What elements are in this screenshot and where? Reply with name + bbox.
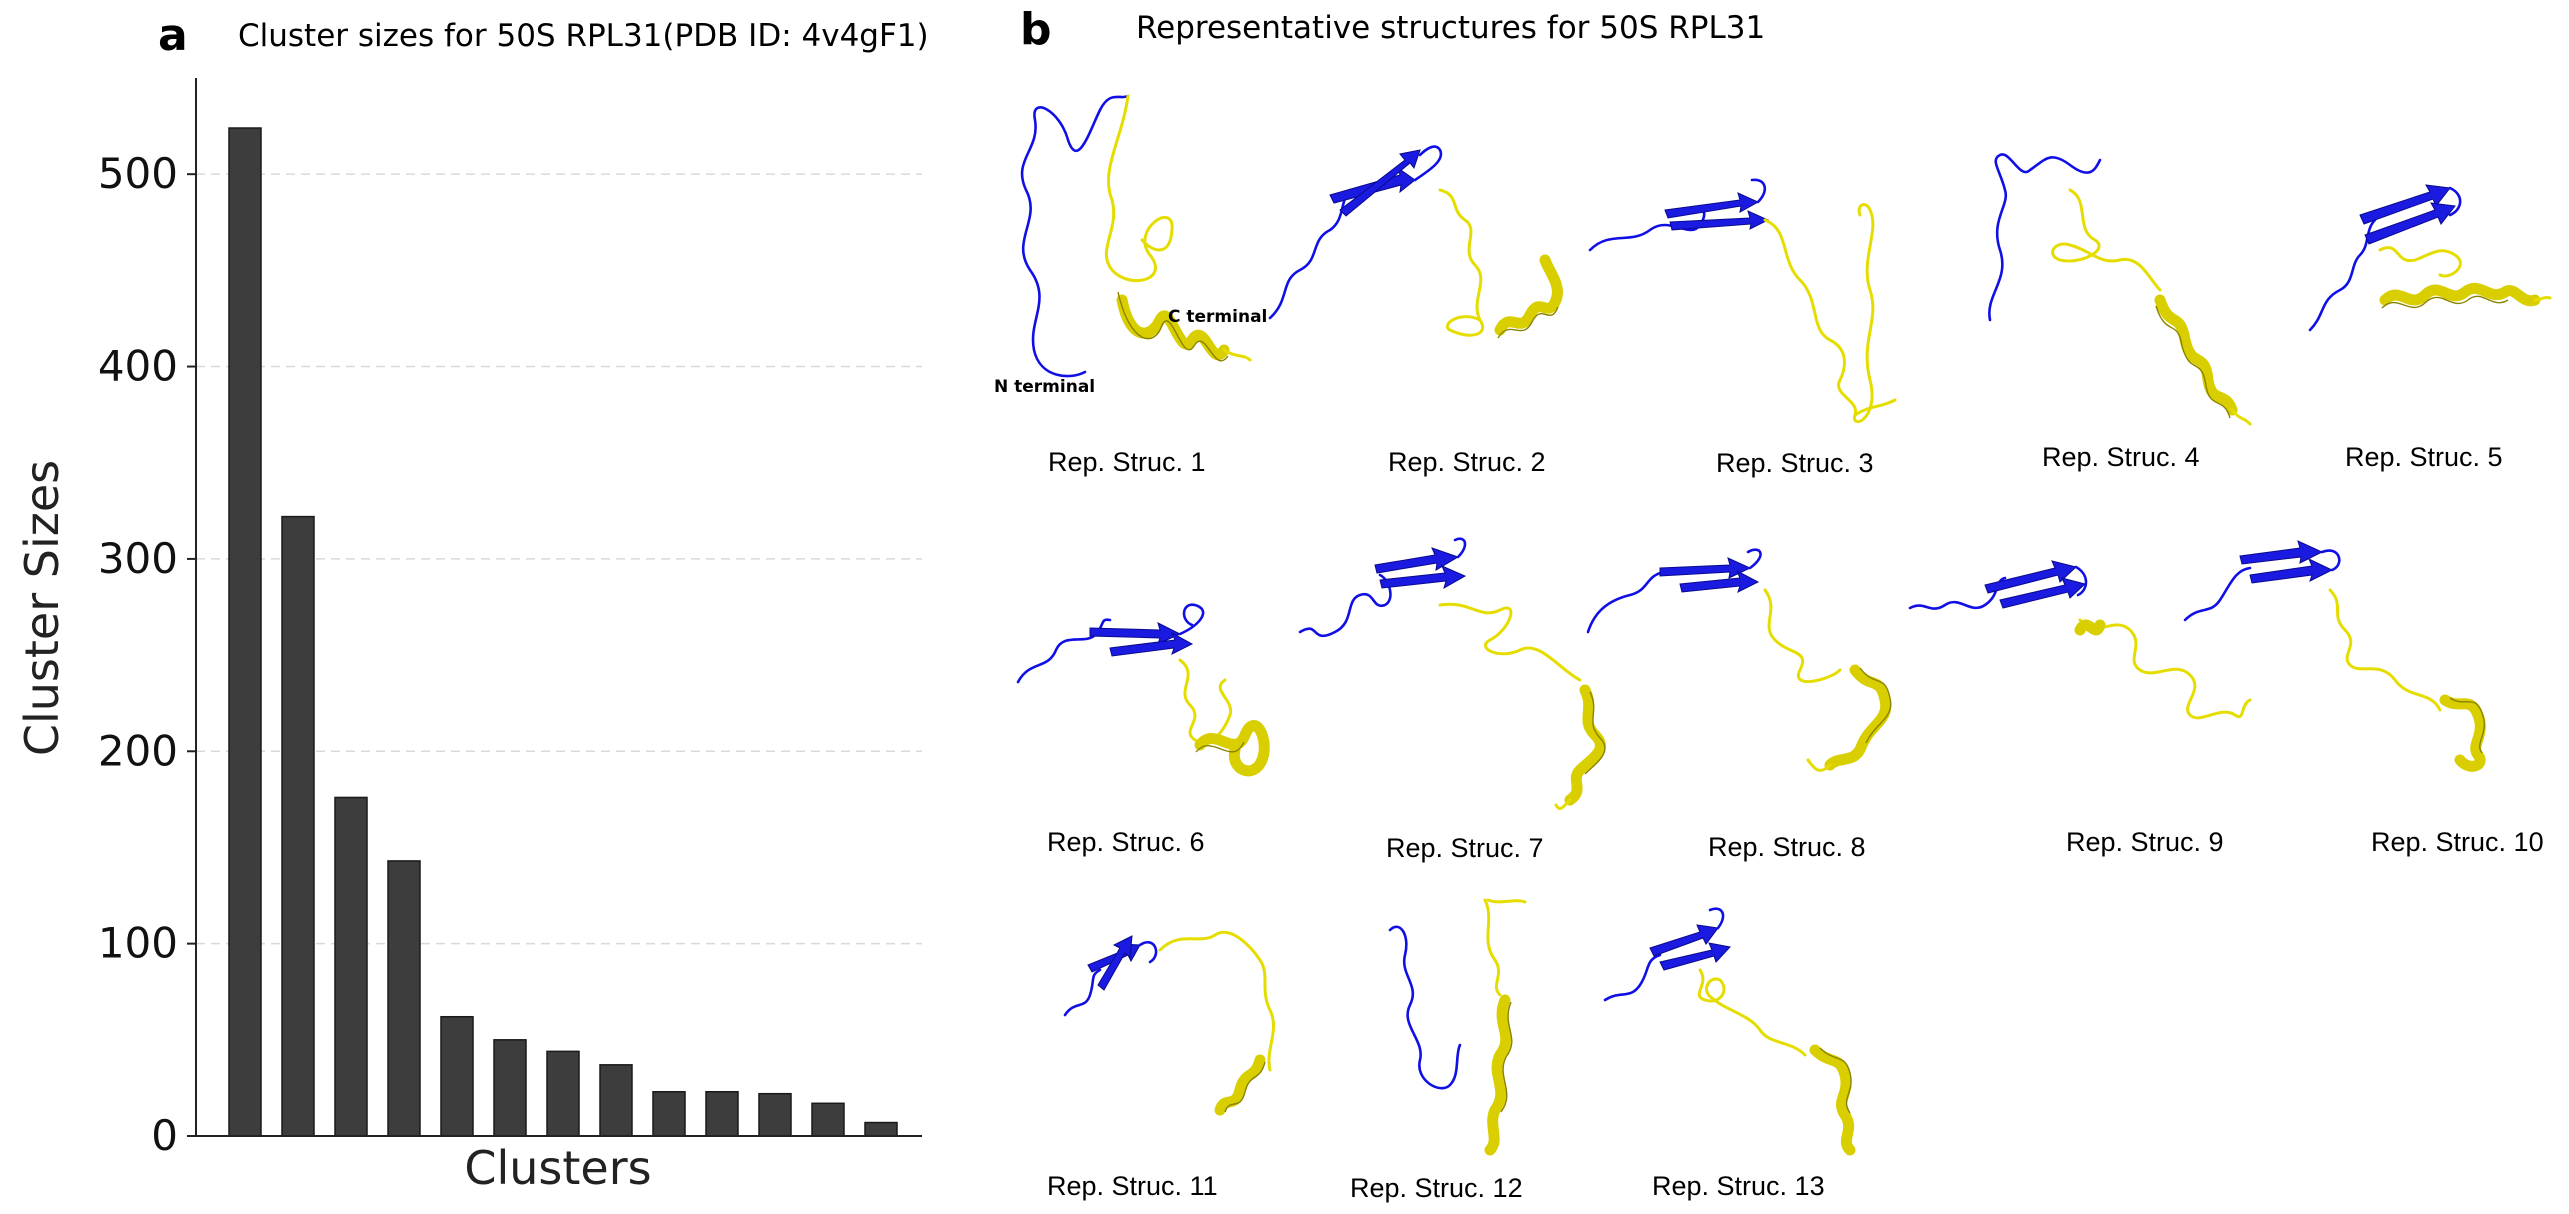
rep-struc-label-6: Rep. Struc. 6 bbox=[1047, 827, 1205, 857]
rep-struc-label-10: Rep. Struc. 10 bbox=[2371, 827, 2544, 857]
bar-cluster-7 bbox=[546, 1050, 580, 1137]
bar-cluster-5 bbox=[440, 1015, 474, 1137]
bar-cluster-8 bbox=[599, 1064, 633, 1137]
y-axis-label: Cluster Sizes bbox=[15, 460, 69, 756]
rep-struc-label-9: Rep. Struc. 9 bbox=[2066, 827, 2224, 857]
structure-1: N terminal C terminal bbox=[994, 94, 1267, 397]
bar-cluster-3 bbox=[334, 796, 368, 1137]
rep-struc-label-12: Rep. Struc. 12 bbox=[1350, 1173, 1523, 1203]
bar-cluster-1 bbox=[228, 127, 262, 1137]
y-tick-label-300: 300 bbox=[98, 534, 178, 583]
panel-a-letter: a bbox=[158, 10, 188, 61]
structure-6 bbox=[1016, 603, 1270, 777]
panel-a: a Cluster sizes for 50S RPL31(PDB ID: 4v… bbox=[15, 10, 929, 1195]
y-tick-label-0: 0 bbox=[151, 1111, 178, 1160]
panel-b-title: Representative structures for 50S RPL31 bbox=[1136, 10, 1765, 46]
rep-struc-label-2: Rep. Struc. 2 bbox=[1388, 447, 1546, 477]
structure-2 bbox=[1268, 145, 1563, 339]
rep-struc-label-5: Rep. Struc. 5 bbox=[2345, 442, 2503, 472]
n-terminal-annotation: N terminal bbox=[994, 377, 1095, 397]
structure-13 bbox=[1603, 907, 1856, 1156]
y-tick-label-200: 200 bbox=[98, 726, 178, 775]
bar-cluster-2 bbox=[281, 515, 315, 1137]
bar-cluster-6 bbox=[493, 1039, 527, 1137]
structure-11 bbox=[1063, 930, 1275, 1116]
rep-struc-label-7: Rep. Struc. 7 bbox=[1386, 833, 1544, 863]
bar-cluster-13 bbox=[864, 1121, 898, 1137]
bar-cluster-12 bbox=[811, 1102, 845, 1137]
rep-struc-label-4: Rep. Struc. 4 bbox=[2042, 442, 2200, 472]
panel-b: b Representative structures for 50S RPL3… bbox=[994, 4, 2552, 1203]
structure-7 bbox=[1298, 537, 1606, 811]
structure-9 bbox=[1908, 560, 2252, 720]
x-axis-label: Clusters bbox=[464, 1141, 651, 1195]
bar-cluster-4 bbox=[387, 860, 421, 1137]
structure-10 bbox=[2183, 540, 2486, 772]
bar-cluster-11 bbox=[758, 1092, 792, 1137]
y-tick-label-500: 500 bbox=[98, 149, 178, 198]
structure-3 bbox=[1588, 178, 1897, 424]
y-tick-label-100: 100 bbox=[98, 919, 178, 968]
panel-b-letter: b bbox=[1020, 4, 1052, 55]
rep-struc-label-3: Rep. Struc. 3 bbox=[1716, 448, 1874, 478]
rep-struc-label-13: Rep. Struc. 13 bbox=[1652, 1171, 1825, 1201]
chart-title: Cluster sizes for 50S RPL31(PDB ID: 4v4g… bbox=[238, 18, 929, 54]
bar-cluster-10 bbox=[705, 1091, 739, 1137]
y-ticks: 0 100 200 300 400 500 bbox=[98, 149, 196, 1160]
rep-struc-label-11: Rep. Struc. 11 bbox=[1047, 1171, 1218, 1201]
bar-cluster-9 bbox=[652, 1091, 686, 1137]
y-tick-label-400: 400 bbox=[98, 342, 178, 391]
bar-series bbox=[228, 127, 898, 1137]
structure-5 bbox=[2308, 184, 2552, 332]
c-terminal-annotation: C terminal bbox=[1168, 307, 1267, 327]
rep-struc-label-8: Rep. Struc. 8 bbox=[1708, 832, 1866, 862]
structure-12 bbox=[1388, 898, 1527, 1156]
gridlines bbox=[196, 173, 922, 945]
rep-struc-label-1: Rep. Struc. 1 bbox=[1048, 447, 1206, 477]
structure-8 bbox=[1586, 548, 1892, 772]
structure-4 bbox=[1988, 153, 2252, 426]
